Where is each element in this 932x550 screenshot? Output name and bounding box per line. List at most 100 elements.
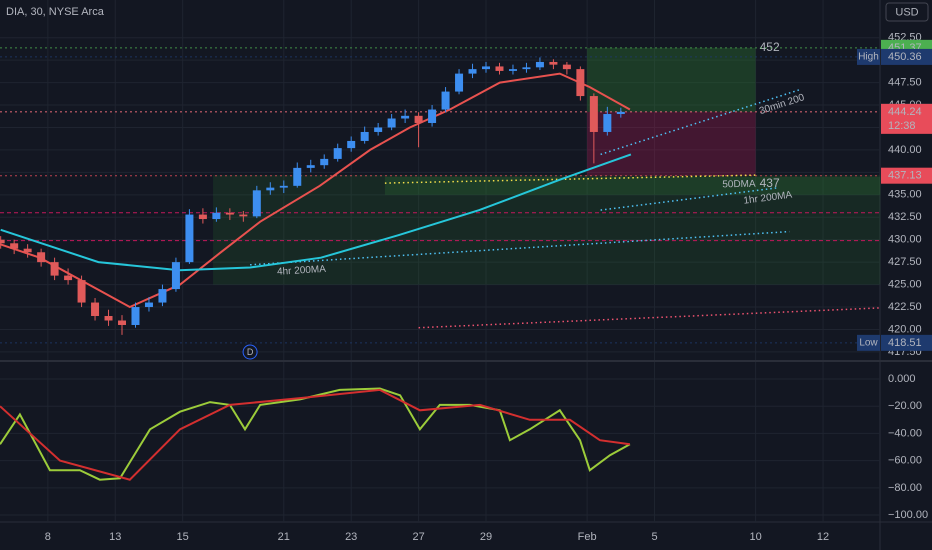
candle-body bbox=[293, 167, 302, 186]
candle-body bbox=[333, 148, 342, 159]
candle-body bbox=[495, 66, 504, 71]
price-label-box bbox=[881, 167, 932, 184]
candle-body bbox=[279, 185, 288, 188]
event-label: D bbox=[247, 347, 254, 357]
candle-body bbox=[158, 289, 167, 303]
y-tick-label: 425.00 bbox=[888, 278, 922, 290]
oscillator-line bbox=[0, 388, 631, 481]
candle-body bbox=[616, 111, 625, 115]
x-tick-label: 21 bbox=[278, 531, 290, 543]
tag: High bbox=[858, 52, 879, 63]
x-tick-label: 27 bbox=[412, 531, 424, 543]
candle-body bbox=[185, 214, 194, 263]
y-tick-label: 427.50 bbox=[888, 256, 922, 268]
candle-body bbox=[131, 307, 140, 325]
candle-body bbox=[144, 302, 153, 308]
x-tick-label: Feb bbox=[578, 531, 597, 543]
price-label-box bbox=[881, 334, 932, 351]
zone-label: 452 bbox=[760, 40, 780, 54]
ma-line bbox=[0, 72, 631, 309]
y-tick-label: −100.00 bbox=[888, 509, 928, 521]
candle-body bbox=[225, 212, 234, 215]
currency-box bbox=[885, 2, 929, 22]
event-marker bbox=[242, 344, 258, 360]
candle-body bbox=[239, 214, 248, 217]
y-tick-label: 447.50 bbox=[888, 76, 922, 88]
price-label: 444.24 bbox=[888, 106, 922, 118]
candle-body bbox=[522, 67, 531, 70]
candle-body bbox=[576, 69, 585, 97]
candle-body bbox=[104, 316, 113, 321]
oscillator-line bbox=[0, 387, 631, 481]
trend-label: 50DMA bbox=[722, 179, 756, 191]
candle-body bbox=[320, 158, 329, 166]
y-tick-label: 422.50 bbox=[888, 301, 922, 313]
currency: USD bbox=[895, 6, 918, 18]
candle-body bbox=[414, 115, 423, 123]
candle-body bbox=[306, 165, 315, 168]
candle-body bbox=[198, 214, 207, 220]
candle-body bbox=[64, 275, 73, 281]
y-tick-label: −40.00 bbox=[888, 427, 922, 439]
y-tick-label: 0.000 bbox=[888, 373, 916, 385]
trend-line bbox=[600, 89, 800, 156]
price-label: 450.36 bbox=[888, 51, 922, 63]
x-tick-label: 29 bbox=[480, 531, 492, 543]
price-label-box bbox=[881, 48, 932, 65]
ma-line bbox=[0, 153, 632, 272]
candle-body bbox=[212, 212, 221, 220]
candle-body bbox=[171, 262, 180, 290]
symbol-title: DIA, 30, NYSE Arca bbox=[6, 6, 105, 18]
y-tick-label: 435.00 bbox=[888, 189, 922, 201]
x-tick-label: 10 bbox=[750, 531, 762, 543]
tag-box bbox=[857, 48, 880, 65]
y-tick-label: −80.00 bbox=[888, 482, 922, 494]
y-tick-label: −20.00 bbox=[888, 400, 922, 412]
trend-line bbox=[250, 230, 790, 266]
zone bbox=[587, 111, 756, 176]
candle-body bbox=[50, 262, 59, 276]
zone bbox=[384, 176, 881, 195]
y-tick-label: 440.00 bbox=[888, 144, 922, 156]
price-label: 437.13 bbox=[888, 170, 922, 182]
x-tick-label: 12 bbox=[817, 531, 829, 543]
candle-body bbox=[549, 61, 558, 65]
y-tick-label: −60.00 bbox=[888, 455, 922, 467]
candle-body bbox=[77, 280, 86, 303]
trend-line bbox=[384, 174, 756, 184]
trend-line bbox=[600, 186, 780, 211]
candle-body bbox=[455, 73, 464, 92]
x-tick-label: 13 bbox=[109, 531, 121, 543]
candle-body bbox=[468, 69, 477, 74]
candle-body bbox=[589, 96, 598, 132]
trend-label: 4hr 200MA bbox=[277, 264, 327, 278]
x-tick-label: 15 bbox=[177, 531, 189, 543]
x-tick-label: 8 bbox=[45, 531, 51, 543]
candle-body bbox=[387, 118, 396, 128]
countdown: 12:38 bbox=[888, 120, 916, 132]
candle-body bbox=[0, 239, 5, 244]
candle-body bbox=[10, 243, 19, 249]
price-label: 418.51 bbox=[888, 337, 922, 349]
candle-body bbox=[428, 109, 437, 123]
y-tick-label: 430.00 bbox=[888, 234, 922, 246]
candle-body bbox=[118, 320, 127, 325]
candle-body bbox=[374, 127, 383, 132]
candle-body bbox=[347, 140, 356, 149]
x-tick-label: 23 bbox=[345, 531, 357, 543]
zone bbox=[213, 175, 881, 285]
zone-label: 437 bbox=[760, 176, 780, 190]
candle-body bbox=[441, 91, 450, 110]
price-label-box bbox=[881, 103, 932, 134]
tag-box bbox=[857, 334, 880, 351]
trend-line bbox=[418, 307, 881, 329]
candle-body bbox=[508, 69, 517, 71]
candle-body bbox=[603, 114, 612, 132]
candle-body bbox=[252, 190, 261, 217]
tag: Low bbox=[859, 337, 878, 348]
candle-body bbox=[401, 115, 410, 119]
candle-body bbox=[23, 248, 32, 253]
